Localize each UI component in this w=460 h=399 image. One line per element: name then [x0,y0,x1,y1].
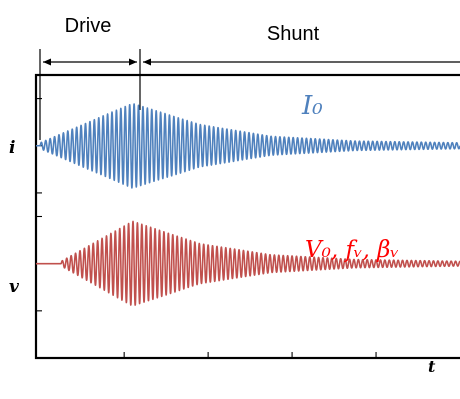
series-label-i: i [9,138,15,158]
drive-arrowhead-left [43,58,51,66]
x-axis-label: t [428,357,436,376]
phase-label-drive: Drive [65,15,112,37]
drive-arrowhead-right [129,58,137,66]
plot-frame [34,73,460,360]
annotation-voltage-params: V₀, fᵥ, βᵥ [305,237,399,263]
phase-label-shunt: Shunt [267,23,320,45]
series-label-v: v [9,277,20,297]
series-i-trace [35,103,460,189]
series-v-trace [35,220,460,306]
annotation-current-amplitude: I₀ [301,91,323,121]
phase-markers [39,49,460,140]
shunt-arrowhead-left [143,58,151,66]
